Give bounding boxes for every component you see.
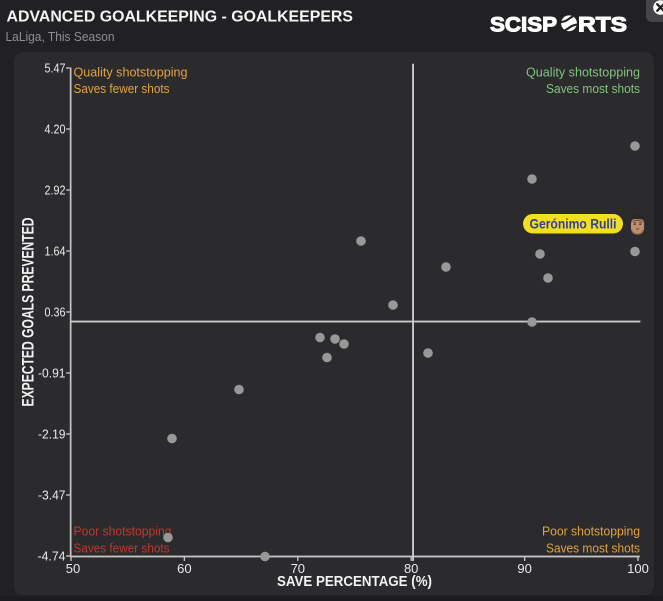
svg-text:Quality shotstopping: Quality shotstopping xyxy=(74,65,188,80)
svg-text:2.92: 2.92 xyxy=(45,183,66,198)
svg-text:70: 70 xyxy=(291,561,305,576)
svg-text:80: 80 xyxy=(404,561,418,576)
svg-text:60: 60 xyxy=(177,561,191,576)
svg-text:-2.19: -2.19 xyxy=(38,427,66,442)
svg-text:4.20: 4.20 xyxy=(45,122,66,137)
svg-text:LaLiga, This Season: LaLiga, This Season xyxy=(6,29,115,44)
svg-text:Poor shotstopping: Poor shotstopping xyxy=(74,524,172,539)
svg-text:90: 90 xyxy=(517,561,531,576)
svg-text:RTS: RTS xyxy=(578,12,627,36)
svg-text:5.47: 5.47 xyxy=(45,61,66,76)
svg-text:Saves fewer shots: Saves fewer shots xyxy=(74,81,170,96)
svg-text:1.64: 1.64 xyxy=(45,244,66,259)
svg-text:ADVANCED GOALKEEPING - GOALKEE: ADVANCED GOALKEEPING - GOALKEEPERS xyxy=(7,9,354,26)
svg-text:Quality shotstopping: Quality shotstopping xyxy=(526,65,640,80)
svg-text:0.36: 0.36 xyxy=(45,305,66,320)
svg-text:SCISP: SCISP xyxy=(490,12,557,36)
svg-text:-4.74: -4.74 xyxy=(38,549,66,564)
svg-text:Saves fewer shots: Saves fewer shots xyxy=(74,541,170,556)
svg-text:-3.47: -3.47 xyxy=(38,488,66,503)
svg-text:Gerónimo Rulli: Gerónimo Rulli xyxy=(530,217,617,232)
svg-text:EXPECTED GOALS PREVENTED: EXPECTED GOALS PREVENTED xyxy=(19,218,38,407)
svg-text:Poor shotstopping: Poor shotstopping xyxy=(542,524,640,539)
svg-text:100: 100 xyxy=(627,561,649,576)
svg-text:Saves most shots: Saves most shots xyxy=(546,81,640,96)
svg-text:-0.91: -0.91 xyxy=(38,366,66,381)
svg-text:SAVE PERCENTAGE (%): SAVE PERCENTAGE (%) xyxy=(277,574,432,590)
svg-text:50: 50 xyxy=(66,561,80,576)
svg-text:Saves most shots: Saves most shots xyxy=(546,541,640,556)
